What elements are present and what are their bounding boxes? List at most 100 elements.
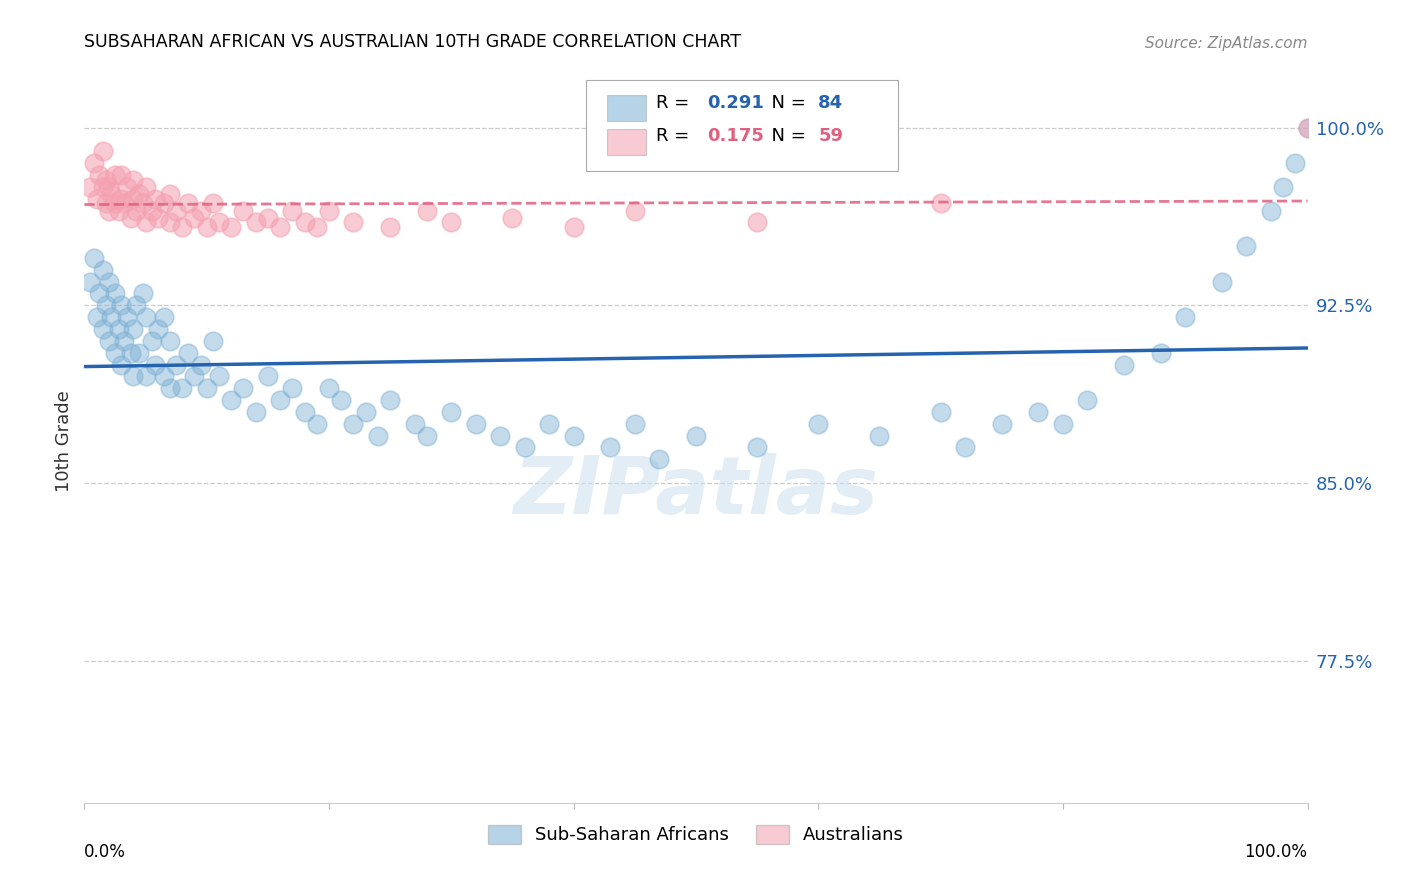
Point <box>143 192 166 206</box>
Point <box>1114 358 1136 372</box>
Point <box>513 441 536 455</box>
Point <box>538 417 561 431</box>
Point <box>159 186 181 201</box>
Text: N =: N = <box>759 94 811 112</box>
Point <box>624 417 647 431</box>
Point <box>1052 417 1074 431</box>
Point <box>294 405 316 419</box>
Point <box>110 168 132 182</box>
Point <box>91 180 114 194</box>
Point <box>104 286 127 301</box>
Point <box>1296 120 1319 135</box>
Text: R =: R = <box>655 127 695 145</box>
Point <box>201 196 224 211</box>
Point <box>83 251 105 265</box>
FancyBboxPatch shape <box>606 128 645 154</box>
Point <box>97 275 120 289</box>
Point <box>177 345 200 359</box>
Point <box>104 196 127 211</box>
Point <box>685 428 707 442</box>
Point <box>79 275 101 289</box>
Point <box>232 203 254 218</box>
Point <box>1272 180 1295 194</box>
Point <box>83 156 105 170</box>
Point <box>125 298 148 312</box>
Point <box>219 393 242 408</box>
Point <box>135 215 157 229</box>
Point <box>294 215 316 229</box>
Point <box>112 334 135 348</box>
Point <box>1028 405 1050 419</box>
FancyBboxPatch shape <box>606 95 645 121</box>
Point <box>1076 393 1098 408</box>
Text: 84: 84 <box>818 94 844 112</box>
Point <box>219 220 242 235</box>
Point <box>132 196 155 211</box>
Point <box>87 168 110 182</box>
Point <box>165 358 187 372</box>
Point <box>122 192 145 206</box>
Point <box>153 310 176 325</box>
Point <box>929 196 952 211</box>
Point <box>104 345 127 359</box>
Point <box>135 310 157 325</box>
Point <box>281 203 304 218</box>
Point <box>190 203 212 218</box>
Point <box>747 441 769 455</box>
Point <box>97 203 120 218</box>
Point <box>146 322 169 336</box>
Point <box>112 196 135 211</box>
Text: ZIPatlas: ZIPatlas <box>513 453 879 531</box>
Point <box>257 369 280 384</box>
Point <box>146 211 169 225</box>
Point <box>135 369 157 384</box>
Point <box>96 196 118 211</box>
Point <box>183 211 205 225</box>
Point <box>107 322 129 336</box>
Point <box>172 220 194 235</box>
Point <box>100 186 122 201</box>
Point <box>122 173 145 187</box>
Point <box>172 381 194 395</box>
Point <box>599 441 621 455</box>
Point <box>165 203 187 218</box>
Point <box>195 220 218 235</box>
Point <box>953 441 976 455</box>
Point <box>110 298 132 312</box>
Point <box>120 345 142 359</box>
Point <box>132 286 155 301</box>
Point <box>747 215 769 229</box>
Legend: Sub-Saharan Africans, Australians: Sub-Saharan Africans, Australians <box>481 818 911 852</box>
Point <box>416 428 439 442</box>
Point <box>86 310 108 325</box>
Point <box>159 215 181 229</box>
Point <box>122 322 145 336</box>
Point <box>141 203 163 218</box>
Point <box>115 310 138 325</box>
Point <box>195 381 218 395</box>
Point <box>1211 275 1233 289</box>
Point <box>183 369 205 384</box>
Point <box>96 298 118 312</box>
Point <box>96 173 118 187</box>
Text: R =: R = <box>655 94 695 112</box>
Point <box>201 334 224 348</box>
Point <box>245 215 267 229</box>
Point <box>97 180 120 194</box>
Point <box>354 405 377 419</box>
Point <box>1150 345 1173 359</box>
Point <box>464 417 486 431</box>
Point <box>367 428 389 442</box>
Point <box>502 211 524 225</box>
Point <box>208 215 231 229</box>
Point <box>807 417 830 431</box>
Point <box>991 417 1014 431</box>
Point <box>128 186 150 201</box>
Point <box>318 381 340 395</box>
Text: 100.0%: 100.0% <box>1244 843 1308 861</box>
Point <box>153 369 176 384</box>
Text: 59: 59 <box>818 127 844 145</box>
Text: 0.175: 0.175 <box>707 127 763 145</box>
Point <box>177 196 200 211</box>
Point <box>562 428 585 442</box>
